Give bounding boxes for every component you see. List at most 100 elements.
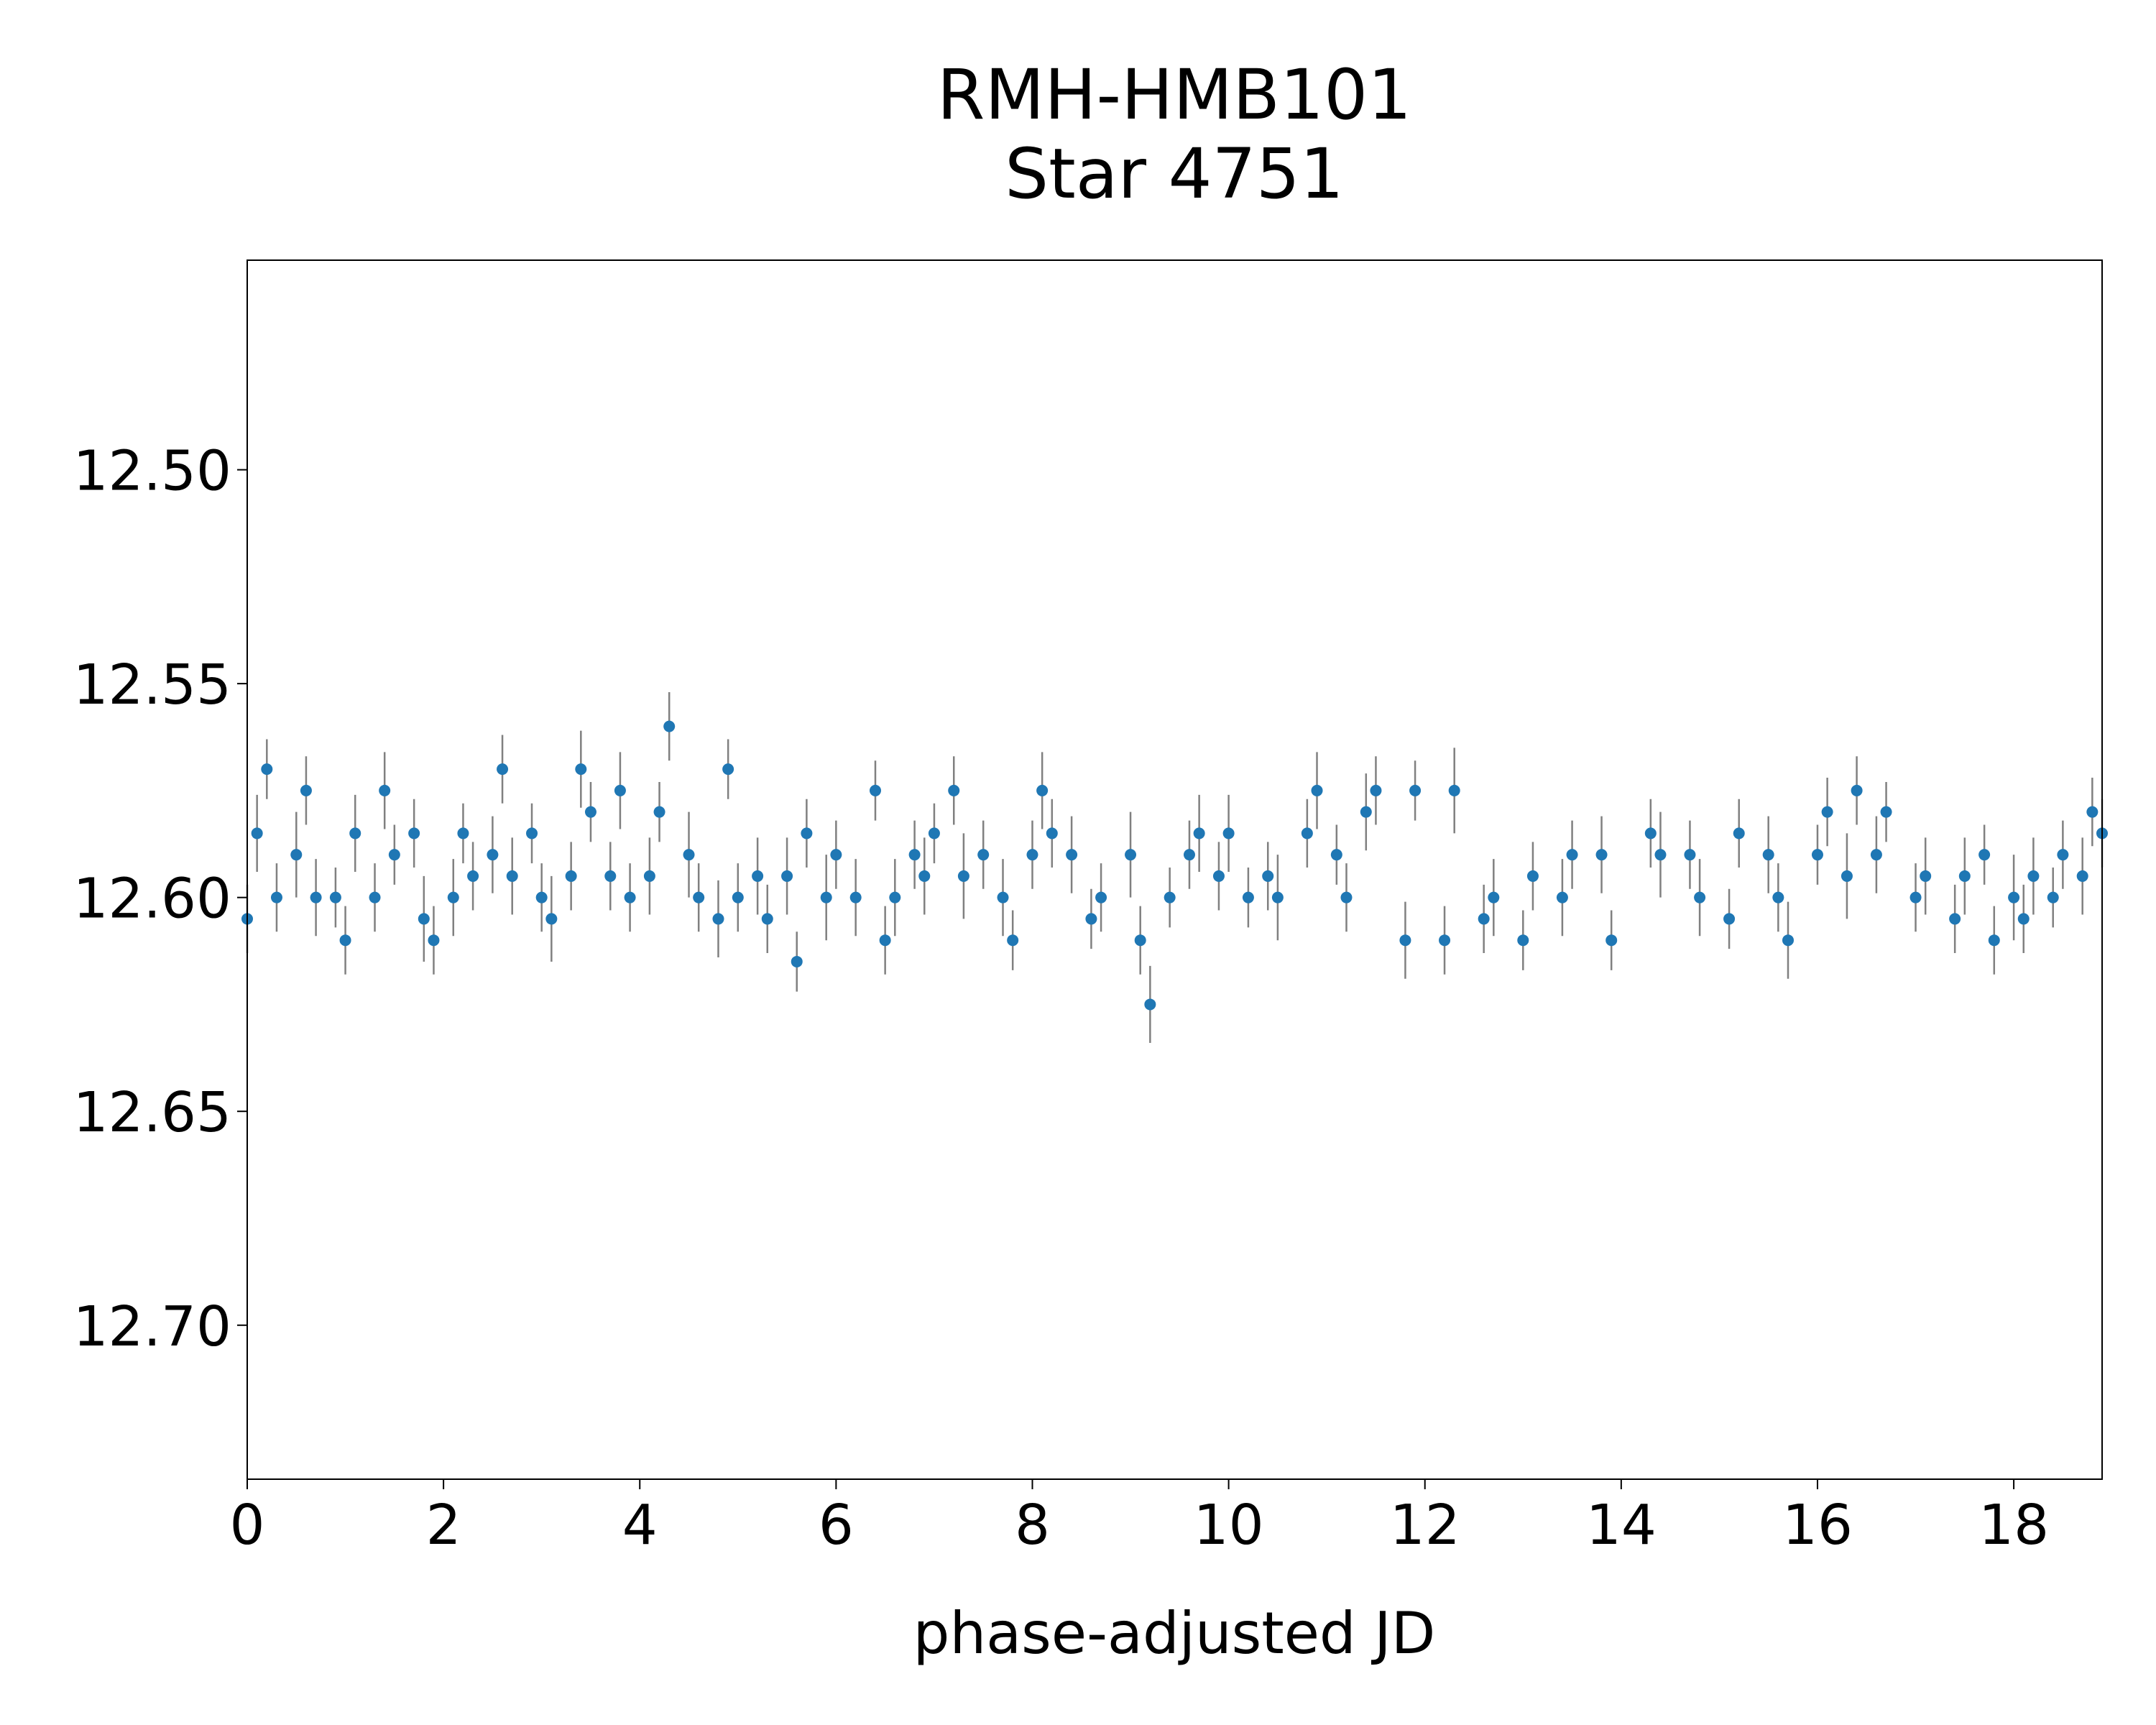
data-point xyxy=(290,849,303,861)
data-point xyxy=(1488,891,1500,903)
data-point xyxy=(261,763,273,776)
data-point xyxy=(379,784,391,796)
data-point xyxy=(1762,849,1774,861)
data-point xyxy=(270,891,282,903)
data-point xyxy=(997,891,1009,903)
data-point xyxy=(428,934,440,947)
data-point xyxy=(928,827,940,840)
data-point xyxy=(1134,934,1146,947)
data-point xyxy=(388,849,400,861)
data-point xyxy=(457,827,469,840)
data-point xyxy=(1330,849,1342,861)
chart-title: Star 4751 xyxy=(1005,134,1344,214)
data-point xyxy=(584,806,596,818)
data-point xyxy=(977,849,990,861)
data-point xyxy=(1222,827,1235,840)
data-point xyxy=(1125,849,1137,861)
x-tick-label: 18 xyxy=(1978,1494,2049,1558)
data-point xyxy=(1448,784,1460,796)
data-point xyxy=(1370,784,1382,796)
data-point xyxy=(526,827,538,840)
data-point xyxy=(535,891,548,903)
data-point xyxy=(1949,913,1961,925)
data-point xyxy=(1517,934,1529,947)
data-point xyxy=(1841,870,1853,882)
y-tick-label: 12.60 xyxy=(73,868,231,932)
data-point xyxy=(1262,870,1274,882)
data-point xyxy=(1399,934,1411,947)
data-point xyxy=(1782,934,1795,947)
data-point xyxy=(1183,849,1195,861)
data-point xyxy=(1007,934,1019,947)
x-tick-label: 16 xyxy=(1782,1494,1853,1558)
data-point xyxy=(791,955,803,967)
plot-frame xyxy=(247,259,2103,1480)
data-point xyxy=(2076,870,2088,882)
plot-area xyxy=(241,692,2108,1044)
data-point xyxy=(693,891,705,903)
x-tick-label: 8 xyxy=(1015,1494,1050,1558)
data-point xyxy=(329,891,341,903)
data-point xyxy=(614,784,626,796)
data-point xyxy=(1242,891,1254,903)
data-point xyxy=(889,891,901,903)
data-point xyxy=(761,913,773,925)
data-point xyxy=(369,891,381,903)
data-point xyxy=(1271,891,1284,903)
x-tick-label: 10 xyxy=(1194,1494,1264,1558)
data-point xyxy=(487,849,499,861)
data-point xyxy=(918,870,931,882)
x-tick-label: 12 xyxy=(1390,1494,1460,1558)
data-point xyxy=(1811,849,1823,861)
data-point xyxy=(1958,870,1971,882)
data-point xyxy=(948,784,960,796)
data-point xyxy=(447,891,459,903)
data-point xyxy=(339,934,351,947)
data-point xyxy=(467,870,479,882)
data-point xyxy=(1212,870,1225,882)
data-point xyxy=(1311,784,1323,796)
data-point xyxy=(2008,891,2020,903)
data-point xyxy=(1654,849,1667,861)
data-point xyxy=(1439,934,1451,947)
data-point xyxy=(1772,891,1784,903)
data-point xyxy=(300,784,312,796)
data-point xyxy=(820,891,832,903)
data-point xyxy=(957,870,969,882)
x-tick-label: 14 xyxy=(1586,1494,1657,1558)
data-point xyxy=(349,827,361,840)
data-point xyxy=(712,913,724,925)
data-point xyxy=(908,849,921,861)
data-point xyxy=(1409,784,1422,796)
data-point xyxy=(1723,913,1736,925)
data-point xyxy=(1066,849,1078,861)
data-point xyxy=(545,913,558,925)
y-tick-label: 12.50 xyxy=(73,440,231,504)
data-point xyxy=(1478,913,1490,925)
data-point xyxy=(683,849,695,861)
data-point xyxy=(565,870,577,882)
data-point xyxy=(1360,806,1372,818)
data-point xyxy=(2027,870,2040,882)
data-point xyxy=(830,849,842,861)
data-point xyxy=(1606,934,1618,947)
data-point xyxy=(1880,806,1892,818)
data-point xyxy=(1085,913,1097,925)
data-point xyxy=(418,913,430,925)
data-point xyxy=(663,720,676,732)
data-point xyxy=(1595,849,1608,861)
data-point xyxy=(1909,891,1922,903)
data-point xyxy=(1556,891,1568,903)
data-point xyxy=(781,870,793,882)
data-point xyxy=(1851,784,1863,796)
chart-title: RMH-HMB101 xyxy=(937,55,1411,135)
data-point xyxy=(1821,806,1833,818)
data-point xyxy=(575,763,587,776)
data-point xyxy=(1193,827,1205,840)
data-point xyxy=(752,870,764,882)
data-point xyxy=(2086,806,2099,818)
data-point xyxy=(1566,849,1578,861)
